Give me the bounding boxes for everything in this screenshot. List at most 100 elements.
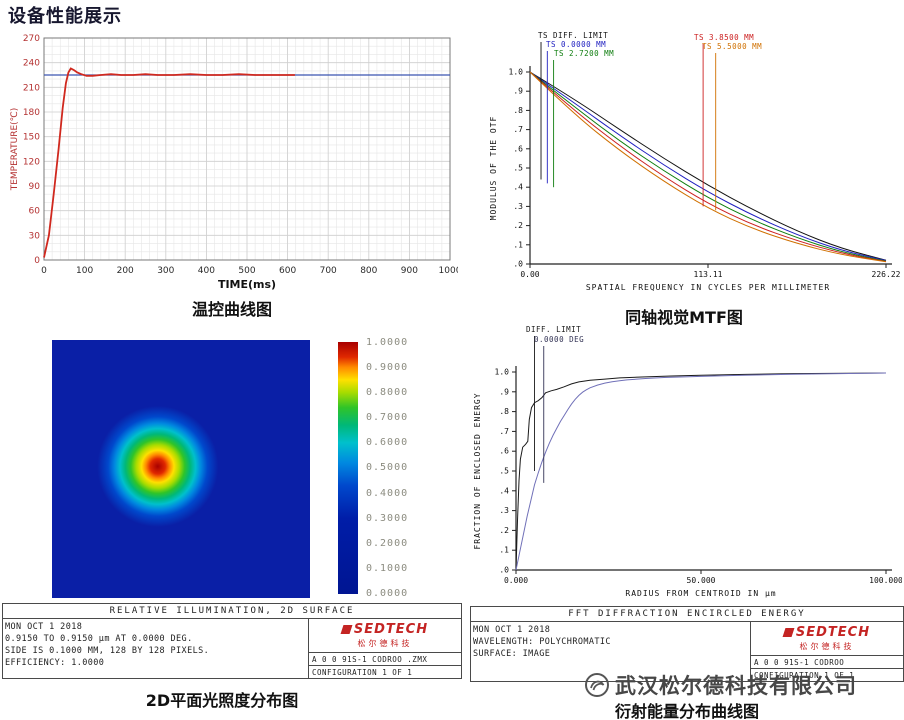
footer-line: MON OCT 1 2018 bbox=[473, 625, 551, 635]
sedtech-logo-icon bbox=[340, 625, 353, 634]
sedtech-logo-cn: 松尔德科技 bbox=[357, 639, 413, 648]
svg-text:500: 500 bbox=[238, 266, 255, 276]
svg-text:TIME(ms): TIME(ms) bbox=[218, 278, 276, 291]
svg-text:.4: .4 bbox=[499, 486, 509, 495]
sedtech-logo: SEDTECH 松尔德科技 bbox=[309, 619, 461, 652]
colorbar-tick-label: 0.3000 bbox=[366, 512, 409, 524]
footer-logo-cell: SEDTECH 松尔德科技 A 0 0 91S-1 CODROO .ZMX CO… bbox=[308, 619, 461, 678]
svg-text:TS DIFF. LIMIT: TS DIFF. LIMIT bbox=[538, 31, 608, 40]
svg-text:30: 30 bbox=[29, 231, 41, 241]
illumination-footer: RELATIVE ILLUMINATION, 2D SURFACE MON OC… bbox=[2, 603, 462, 679]
page-title: 设备性能展示 bbox=[8, 6, 122, 27]
svg-text:.5: .5 bbox=[513, 164, 523, 173]
sedtech-logo-text: SEDTECH bbox=[795, 625, 871, 640]
svg-text:200: 200 bbox=[117, 266, 134, 276]
svg-text:TS 2.7200 MM: TS 2.7200 MM bbox=[554, 49, 614, 58]
encircled-energy-chart: 1.0 .9 .8 .7 .6 .5 .4 .3 .2 .1 .00.000 50.000 100.00… bbox=[473, 325, 902, 598]
colorbar-tick-label: 0.8000 bbox=[366, 387, 409, 399]
svg-text:.4: .4 bbox=[513, 183, 523, 192]
svg-text:.3: .3 bbox=[499, 506, 509, 515]
svg-text:0.000: 0.000 bbox=[504, 576, 528, 585]
svg-text:60: 60 bbox=[29, 207, 41, 217]
illumination-map bbox=[52, 340, 310, 598]
series-curve bbox=[515, 372, 887, 571]
svg-text:180: 180 bbox=[23, 108, 40, 118]
footer-info: MON OCT 1 2018 0.9150 TO 0.9150 μm AT 0.… bbox=[3, 619, 308, 678]
svg-text:100.000: 100.000 bbox=[869, 576, 902, 585]
colorbar-scale: 1.0000 0.9000 0.8000 0.7000 0.6000 0.5000 0.40… bbox=[366, 337, 408, 599]
colorbar-tick-label: 1.0000 bbox=[366, 337, 409, 348]
svg-text:.8: .8 bbox=[499, 407, 509, 416]
footer-line: SURFACE: IMAGE bbox=[473, 649, 551, 659]
footer-logo-cell: SEDTECH 松尔德科技 A 0 0 91S-1 CODROO CONFIGU… bbox=[750, 622, 903, 681]
colorbar-tick-label: 0.5000 bbox=[366, 462, 409, 474]
series-curve bbox=[529, 71, 887, 263]
footer-line: WAVELENGTH: POLYCHROMATIC bbox=[473, 637, 611, 647]
configuration-label: CONFIGURATION 1 OF 1 bbox=[751, 668, 903, 681]
footer-info: MON OCT 1 2018 WAVELENGTH: POLYCHROMATIC… bbox=[471, 622, 750, 681]
series-curve bbox=[529, 71, 887, 262]
footer-title: FFT DIFFRACTION ENCIRCLED ENERGY bbox=[471, 607, 903, 622]
svg-text:.2: .2 bbox=[513, 221, 523, 230]
svg-text:DIFF. LIMIT: DIFF. LIMIT bbox=[526, 325, 581, 334]
svg-text:100: 100 bbox=[76, 266, 93, 276]
svg-text:210: 210 bbox=[23, 83, 40, 93]
svg-text:TS 5.5000 MM: TS 5.5000 MM bbox=[702, 42, 762, 51]
svg-text:150: 150 bbox=[23, 133, 40, 143]
svg-text:SPATIAL FREQUENCY IN CYCLES PE: SPATIAL FREQUENCY IN CYCLES PER MILLIMET… bbox=[586, 283, 830, 292]
temperature-curve bbox=[43, 67, 295, 258]
colorbar-tick-label: 0.0000 bbox=[366, 587, 409, 599]
svg-text:FRACTION OF ENCLOSED ENERGY: FRACTION OF ENCLOSED ENERGY bbox=[473, 392, 482, 549]
svg-text:400: 400 bbox=[198, 266, 215, 276]
series-curve bbox=[515, 372, 887, 571]
svg-text:TS 0.0000 MM: TS 0.0000 MM bbox=[546, 40, 606, 49]
sedtech-logo: SEDTECH 松尔德科技 bbox=[751, 622, 903, 655]
svg-text:.1: .1 bbox=[513, 240, 523, 249]
encircled-energy-footer: FFT DIFFRACTION ENCIRCLED ENERGY MON OCT… bbox=[470, 606, 904, 682]
file-name: A 0 0 91S-1 CODROO .ZMX bbox=[309, 652, 461, 665]
svg-text:300: 300 bbox=[157, 266, 174, 276]
svg-text:1.0: 1.0 bbox=[509, 68, 524, 77]
svg-text:90: 90 bbox=[29, 182, 41, 192]
colorbar-tick-label: 0.2000 bbox=[366, 537, 409, 549]
svg-text:.9: .9 bbox=[499, 387, 509, 396]
svg-text:.5: .5 bbox=[499, 467, 509, 476]
mtf-chart: 1.0 .9 .8 .7 .6 .5 .4 .3 .2 .1 .00.00 113.11 226.22 M… bbox=[489, 31, 901, 292]
svg-text:.6: .6 bbox=[499, 447, 509, 456]
svg-text:1.0: 1.0 bbox=[495, 368, 510, 377]
temperature-caption: 温控曲线图 bbox=[191, 300, 272, 319]
svg-text:120: 120 bbox=[23, 157, 40, 167]
colorbar-tick-label: 0.7000 bbox=[366, 412, 409, 424]
svg-text:MODULUS OF THE OTF: MODULUS OF THE OTF bbox=[489, 116, 498, 221]
svg-text:0: 0 bbox=[41, 266, 47, 276]
svg-text:.9: .9 bbox=[513, 87, 523, 96]
company-watermark: 武汉松尔德科技有限公司 bbox=[584, 670, 857, 700]
encircled-energy-caption: 衍射能量分布曲线图 bbox=[614, 702, 759, 720]
mtf-caption: 同轴视觉MTF图 bbox=[625, 308, 743, 327]
svg-text:0.0000 DEG: 0.0000 DEG bbox=[534, 335, 584, 344]
illumination-caption: 2D平面光照度分布图 bbox=[145, 691, 299, 710]
svg-text:226.22: 226.22 bbox=[872, 270, 901, 279]
svg-text:0: 0 bbox=[34, 256, 40, 266]
colorbar-tick-label: 0.1000 bbox=[366, 562, 409, 574]
colorbar-tick-label: 0.6000 bbox=[366, 437, 409, 449]
sedtech-logo-icon bbox=[782, 628, 795, 637]
svg-text:.7: .7 bbox=[499, 427, 509, 436]
svg-text:.0: .0 bbox=[513, 260, 523, 269]
footer-line: 0.9150 TO 0.9150 μm AT 0.0000 DEG. bbox=[5, 634, 193, 644]
svg-text:.2: .2 bbox=[499, 526, 509, 535]
company-logo-icon bbox=[585, 673, 609, 697]
svg-text:TEMPERATURE(℃): TEMPERATURE(℃) bbox=[10, 108, 20, 192]
svg-text:RADIUS FROM CENTROID IN μm: RADIUS FROM CENTROID IN μm bbox=[625, 589, 776, 598]
company-name: 武汉松尔德科技有限公司 bbox=[615, 674, 857, 698]
svg-text:50.000: 50.000 bbox=[687, 576, 716, 585]
sedtech-logo-text: SEDTECH bbox=[353, 622, 429, 637]
footer-line: EFFICIENCY: 1.0000 bbox=[5, 658, 105, 668]
footer-line: SIDE IS 0.1000 MM, 128 BY 128 PIXELS. bbox=[5, 646, 210, 656]
svg-text:.1: .1 bbox=[499, 546, 509, 555]
footer-title: RELATIVE ILLUMINATION, 2D SURFACE bbox=[3, 604, 461, 619]
svg-text:1000: 1000 bbox=[439, 266, 458, 276]
svg-text:800: 800 bbox=[360, 266, 377, 276]
colorbar bbox=[338, 342, 358, 594]
